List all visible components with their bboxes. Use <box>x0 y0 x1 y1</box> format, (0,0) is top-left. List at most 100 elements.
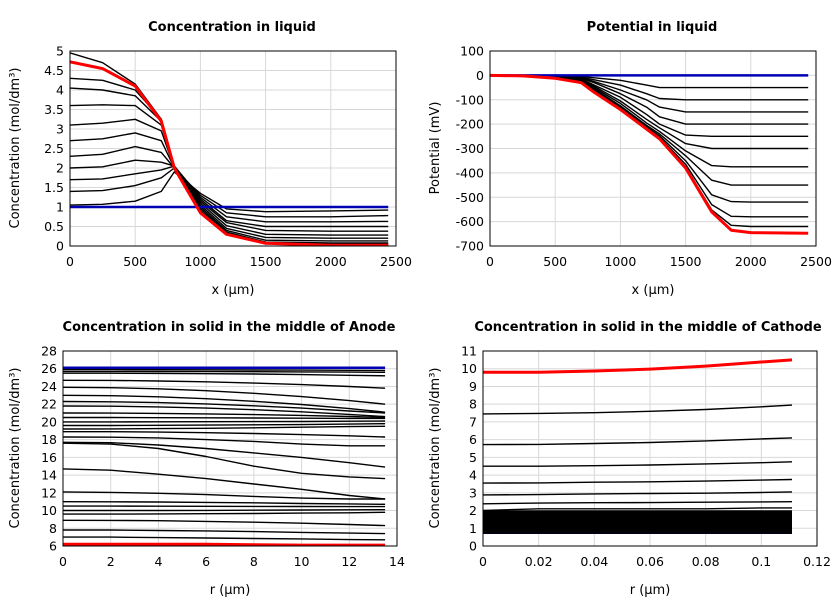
series-line <box>63 386 386 405</box>
y-tick-label: 24 <box>41 379 57 394</box>
y-tick-label: 0 <box>469 539 477 554</box>
x-tick-label: 12 <box>341 554 357 569</box>
y-tick-label: 28 <box>41 344 57 359</box>
panel-cathode-solid-concentration: Concentration in solid in the middle of … <box>428 320 831 598</box>
series-line <box>490 74 809 113</box>
series-line <box>70 77 389 245</box>
chart-title: Concentration in solid in the middle of … <box>63 320 396 335</box>
x-tick-label: 0.12 <box>803 554 831 569</box>
x-tick-label: 0 <box>486 254 494 269</box>
y-tick-label: 4 <box>469 468 477 483</box>
series-line <box>63 368 386 372</box>
series-line <box>70 159 389 228</box>
chart-title: Concentration in liquid <box>148 20 316 35</box>
series-line-red <box>63 542 386 546</box>
y-tick-label: 16 <box>41 450 57 465</box>
y-tick-label: 20 <box>41 414 57 429</box>
x-tick-label: 6 <box>202 554 210 569</box>
series-line <box>63 511 386 515</box>
y-tick-label: -400 <box>456 165 484 180</box>
series-line <box>63 400 386 414</box>
series-line <box>63 416 386 420</box>
y-tick-label: 0 <box>476 68 484 83</box>
series-line <box>483 491 793 496</box>
series-line <box>63 505 386 508</box>
series-line-red <box>483 358 793 374</box>
series-line <box>63 441 386 468</box>
series-line <box>63 423 386 427</box>
series-line <box>63 529 386 535</box>
series-line <box>63 405 386 418</box>
x-tick-label: 500 <box>123 254 147 269</box>
series-line <box>63 420 386 423</box>
y-tick-label: -600 <box>456 214 484 229</box>
x-tick-label: 1000 <box>184 254 216 269</box>
y-tick-label: 22 <box>41 397 57 412</box>
panel-anode-solid-concentration: Concentration in solid in the middle of … <box>8 320 405 598</box>
x-axis-label: x (µm) <box>212 283 255 298</box>
y-tick-label: 11 <box>461 344 477 359</box>
series-group <box>70 52 389 246</box>
series-line <box>63 370 386 373</box>
y-tick-label: 3 <box>56 122 64 137</box>
series-line <box>483 501 793 505</box>
series-line <box>63 431 386 438</box>
x-tick-label: 10 <box>294 554 310 569</box>
series-line <box>63 372 386 377</box>
panel-liquid-potential: Potential in liquid x (µm) Potential (mV… <box>428 20 832 298</box>
y-tick-label: -700 <box>456 239 484 254</box>
y-tick-label: 18 <box>41 432 57 447</box>
chart-title: Concentration in solid in the middle of … <box>474 320 822 335</box>
series-line <box>63 425 386 430</box>
y-tick-label: 3.5 <box>44 102 64 117</box>
x-tick-label: 500 <box>543 254 567 269</box>
y-tick-label: 8 <box>49 521 57 536</box>
x-tick-label: 2000 <box>315 254 347 269</box>
series-line <box>490 74 809 228</box>
y-tick-label: 10 <box>461 361 477 376</box>
x-tick-label: 2 <box>107 554 115 569</box>
y-tick-label: 12 <box>41 485 57 500</box>
series-line <box>63 519 386 527</box>
y-tick-label: 6 <box>469 432 477 447</box>
y-tick-label: 100 <box>460 44 484 59</box>
y-tick-label: -200 <box>456 117 484 132</box>
series-group <box>490 73 809 235</box>
series-line <box>483 461 793 467</box>
y-tick-label: 5 <box>469 450 477 465</box>
y-tick-label: 4 <box>56 83 64 98</box>
y-axis-label: Potential (mV) <box>428 102 443 195</box>
x-tick-label: 2500 <box>800 254 832 269</box>
x-tick-label: 0.04 <box>580 554 608 569</box>
plot-frame <box>482 350 818 547</box>
x-tick-label: 1000 <box>604 254 636 269</box>
x-tick-label: 8 <box>250 554 258 569</box>
x-tick-label: 0.08 <box>692 554 720 569</box>
series-line <box>63 536 386 541</box>
series-line <box>70 118 389 239</box>
y-tick-label: 14 <box>41 468 57 483</box>
y-tick-label: 6 <box>49 539 57 554</box>
x-tick-label: 14 <box>389 554 405 569</box>
plot-frame <box>69 50 397 247</box>
x-tick-label: 1500 <box>670 254 702 269</box>
series-line <box>63 379 386 389</box>
series-line <box>63 436 386 447</box>
y-tick-label: 1 <box>56 200 64 215</box>
x-tick-label: 0.02 <box>525 554 553 569</box>
x-tick-label: 2500 <box>380 254 412 269</box>
chart-title: Potential in liquid <box>587 20 718 35</box>
series-line <box>483 478 793 484</box>
series-line <box>63 412 386 419</box>
y-axis-label: Concentration (mol/dm³) <box>8 68 23 229</box>
y-tick-label: 8 <box>469 397 477 412</box>
y-tick-label: 5 <box>56 44 64 59</box>
series-line <box>63 442 386 480</box>
y-tick-label: 2.5 <box>44 141 64 156</box>
y-tick-label: 4.5 <box>44 63 64 78</box>
plot-frame <box>489 50 817 247</box>
y-tick-label: 3 <box>469 485 477 500</box>
x-axis-label: r (µm) <box>210 583 251 598</box>
series-line <box>490 74 809 218</box>
series-line <box>70 87 389 244</box>
